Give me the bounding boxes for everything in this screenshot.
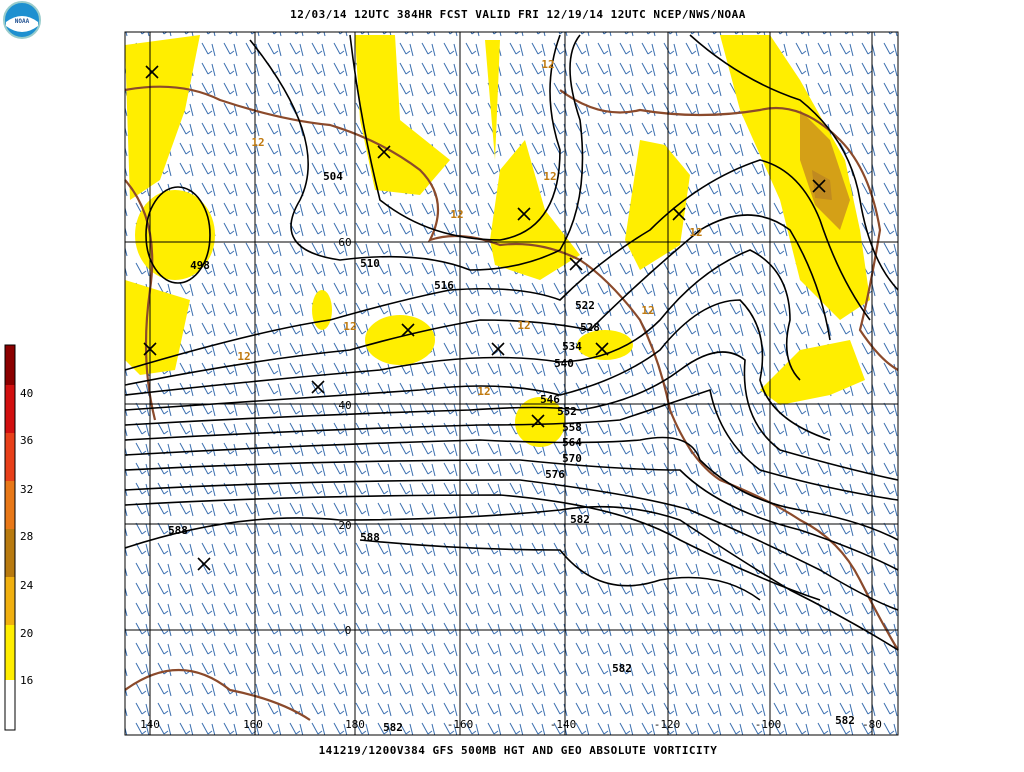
scale-label: 40 [20, 387, 33, 400]
scale-label: 20 [20, 627, 33, 640]
vorticity-label: 12 [450, 208, 463, 221]
height-label: 534 [562, 340, 582, 353]
longitude-label: 180 [345, 718, 365, 731]
height-label: 576 [545, 468, 565, 481]
height-label: 552 [557, 405, 577, 418]
scale-label: 36 [20, 434, 33, 447]
latitude-label: 60 [338, 236, 351, 249]
vorticity-label: 12 [543, 170, 556, 183]
noaa-logo: NOAA [3, 1, 41, 39]
vorticity-label: 12 [343, 320, 356, 333]
height-label: 504 [323, 170, 343, 183]
height-contours [124, 34, 899, 651]
height-label: 546 [540, 393, 560, 406]
longitude-label: 140 [140, 718, 160, 731]
latitude-label: 20 [338, 519, 351, 532]
height-label: 582 [612, 662, 632, 675]
vorticity-label: 12 [689, 226, 702, 239]
height-label: 588 [360, 531, 380, 544]
vorticity-label: 12 [541, 58, 554, 71]
longitude-label: 160 [243, 718, 263, 731]
height-label: 570 [562, 452, 582, 465]
height-label: 582 [570, 513, 590, 526]
scale-label: 24 [20, 579, 34, 592]
longitude-label: -80 [862, 718, 882, 731]
vorticity-label: 12 [517, 319, 530, 332]
map [124, 32, 899, 735]
height-label: 582 [383, 721, 403, 734]
color-scale [4, 344, 16, 731]
header-title: 12/03/14 12UTC 384HR FCST VALID FRI 12/1… [290, 8, 746, 21]
height-label: 582 [835, 714, 855, 727]
latitude-label: 40 [338, 399, 351, 412]
vorticity-label: 12 [641, 304, 654, 317]
vorticity-label: 12 [477, 385, 490, 398]
low-centers [143, 65, 826, 571]
scale-label: 28 [20, 530, 33, 543]
height-label: 528 [580, 321, 600, 334]
latitude-label: 0 [345, 624, 352, 637]
longitude-label: -160 [447, 718, 474, 731]
vorticity-shading [125, 35, 870, 447]
longitude-label: -120 [654, 718, 681, 731]
vorticity-label: 12 [251, 136, 264, 149]
map-frame [124, 31, 899, 736]
footer-caption: 141219/1200V384 GFS 500MB HGT AND GEO AB… [319, 744, 718, 757]
vorticity-label: 12 [237, 350, 250, 363]
height-label: 522 [575, 299, 595, 312]
logo-text: NOAA [15, 18, 30, 25]
height-label: 564 [562, 436, 582, 449]
longitude-label: -140 [550, 718, 577, 731]
scale-label: 16 [20, 674, 33, 687]
grid [125, 32, 898, 735]
height-label: 498 [190, 259, 210, 272]
height-label: 540 [554, 357, 574, 370]
height-label: 516 [434, 279, 454, 292]
height-label: 558 [562, 421, 582, 434]
height-label: 510 [360, 257, 380, 270]
scale-label: 32 [20, 483, 33, 496]
longitude-label: -100 [755, 718, 782, 731]
height-label: 588 [168, 524, 188, 537]
